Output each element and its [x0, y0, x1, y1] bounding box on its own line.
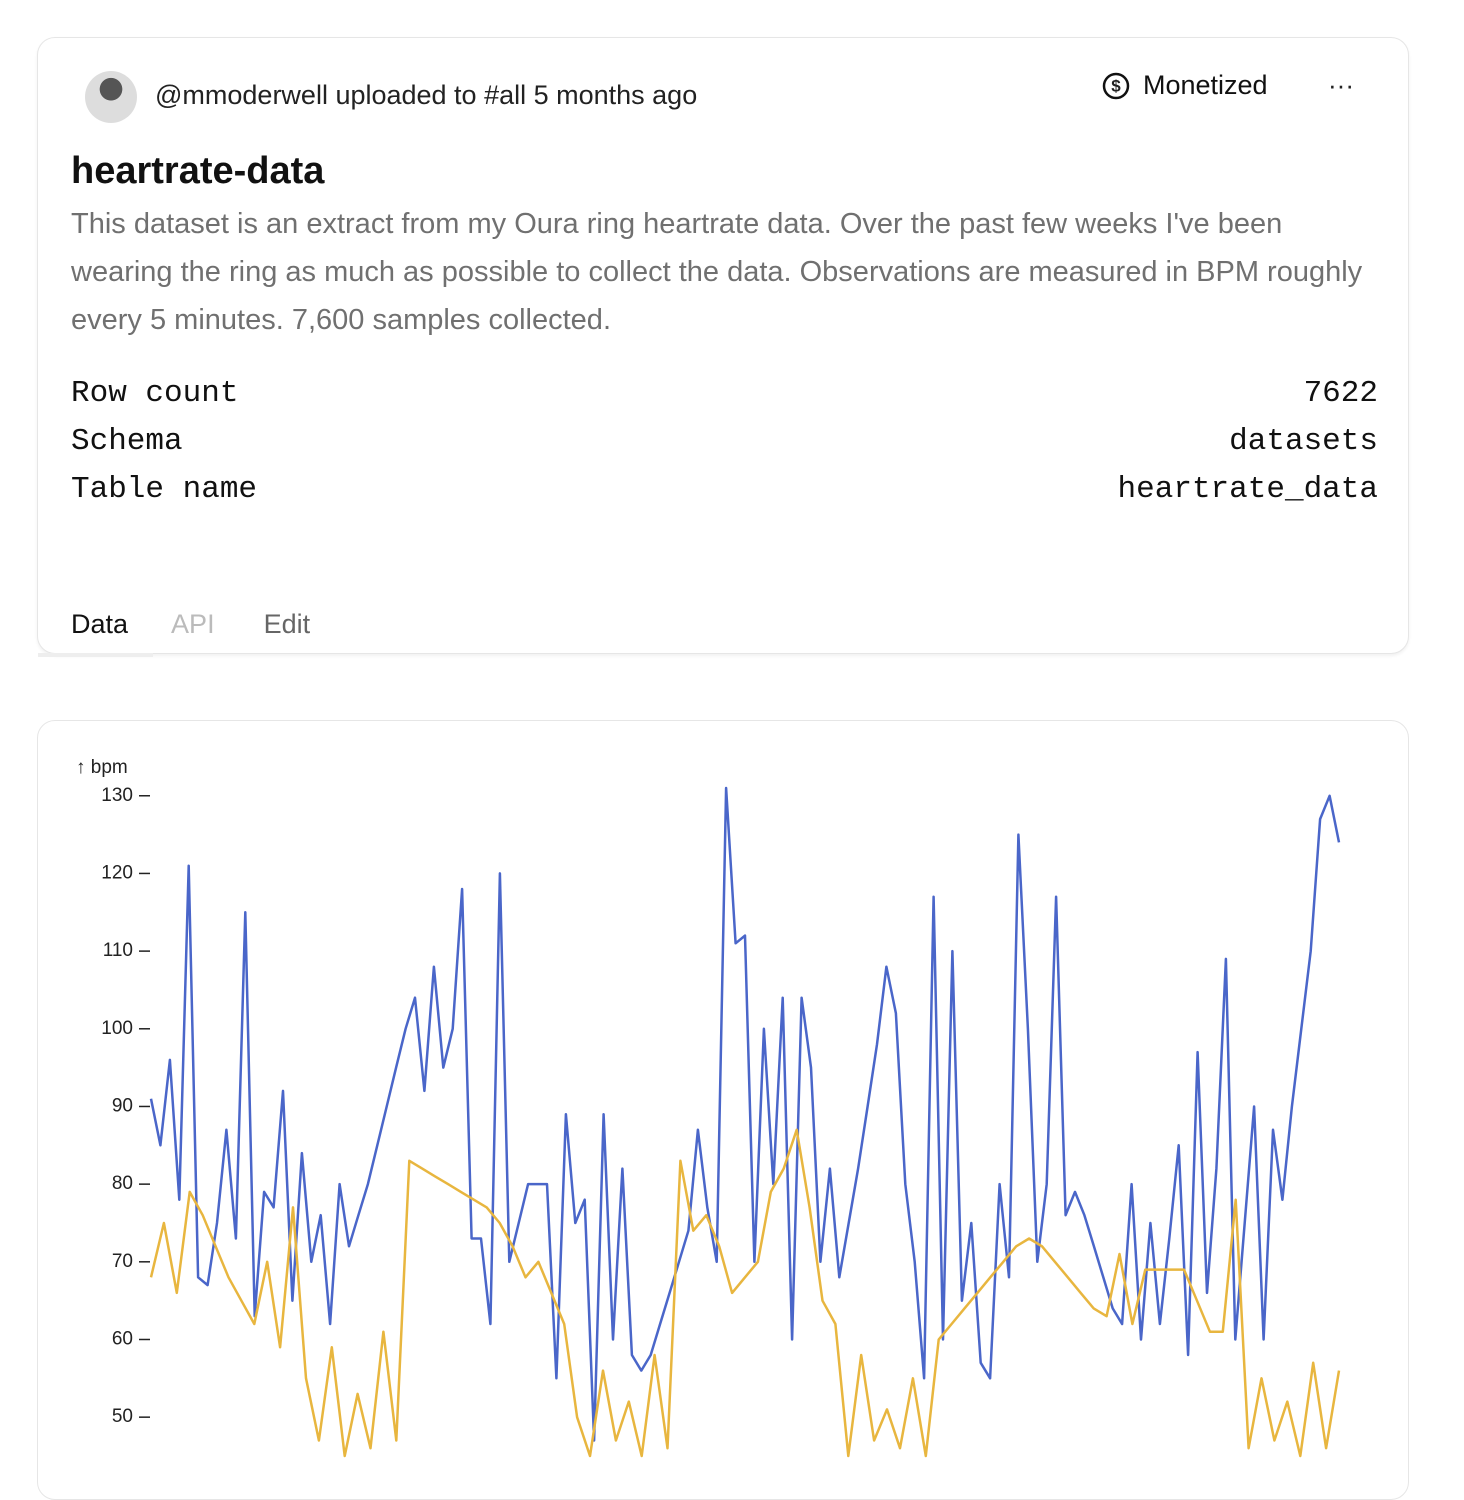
byline: @mmoderwell uploaded to #all 5 months ag… — [155, 80, 698, 110]
y-tick-label: 120 — [101, 862, 133, 883]
avatar[interactable] — [85, 71, 137, 123]
tab[interactable]: API — [171, 609, 215, 639]
dataset-title: heartrate-data — [71, 150, 325, 192]
chart: ↑ bpm 50 60 70 80 90 100 110 120 130 — [76, 757, 1341, 1458]
y-tick-label: 60 — [112, 1329, 133, 1350]
meta-label: Table name — [71, 472, 258, 507]
meta-value: heartrate_data — [1117, 472, 1378, 507]
meta-label: Row count — [71, 376, 239, 411]
y-tick-label: 100 — [101, 1018, 133, 1039]
chart-card: ↑ bpm 50 60 70 80 90 100 110 120 130 — [37, 720, 1409, 1500]
y-tick-label: 50 — [112, 1406, 133, 1427]
y-tick-label: 80 — [112, 1173, 133, 1194]
meta-row: Schema datasets — [71, 424, 1378, 472]
y-tick-label: 130 — [101, 785, 133, 806]
tabs: Data API Edit — [38, 603, 335, 657]
svg-text:$: $ — [1111, 76, 1121, 95]
monetized-badge[interactable]: $ Monetized — [1101, 70, 1268, 101]
tab[interactable]: Edit — [263, 609, 311, 639]
y-axis-label: ↑ bpm — [76, 757, 128, 778]
meta-row: Table name heartrate_data — [71, 472, 1378, 520]
meta-value: 7622 — [1303, 376, 1378, 411]
metadata: Row count 7622 Schema datasets Table name hea… — [71, 376, 1378, 520]
meta-row: Row count 7622 — [71, 376, 1378, 424]
line-series — [149, 786, 1341, 1442]
dataset-card: @mmoderwell uploaded to #all 5 months ag… — [37, 37, 1409, 657]
y-tick-label: 90 — [112, 1095, 133, 1116]
menu-button[interactable]: ··· — [1328, 70, 1354, 100]
y-tick-label: 70 — [112, 1251, 133, 1272]
tab[interactable]: Data — [38, 603, 154, 657]
dataset-description: This dataset is an extract from my Oura … — [71, 208, 1363, 336]
y-tick-label: 110 — [103, 940, 133, 961]
page: @mmoderwell uploaded to #all 5 months ag… — [37, 37, 1409, 1500]
meta-value: datasets — [1229, 424, 1378, 459]
badge-label: Monetized — [1143, 70, 1268, 100]
line-series — [149, 1128, 1341, 1458]
meta-label: Schema — [71, 424, 183, 459]
dollar-icon: $ — [1102, 72, 1130, 99]
